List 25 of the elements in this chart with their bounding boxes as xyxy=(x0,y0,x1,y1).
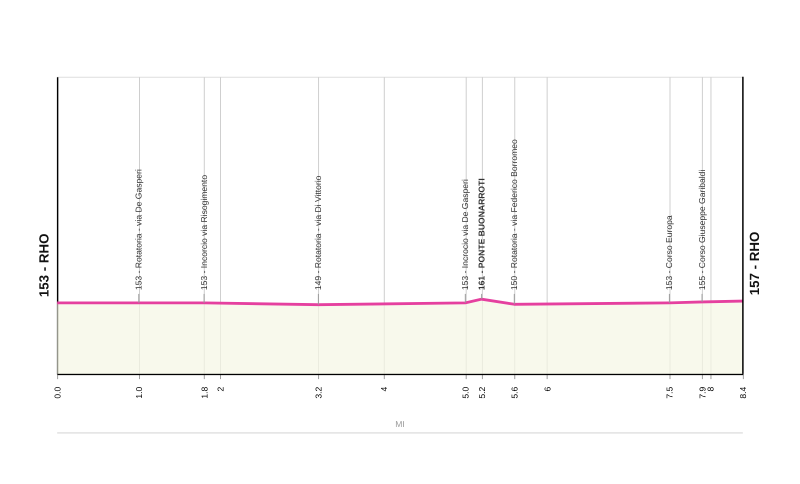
x-tick-label: 8.4 xyxy=(738,386,748,399)
x-tick-label: 1.8 xyxy=(199,386,210,399)
x-tick-label: 7.9 xyxy=(697,386,708,399)
x-tick-label: 4 xyxy=(379,386,390,392)
x-tick-label: 7.5 xyxy=(664,386,675,399)
x-tick-label: 5.6 xyxy=(510,386,520,399)
x-tick-label: 5.0 xyxy=(460,386,471,399)
data-label: 157 - RHO xyxy=(747,232,762,296)
text: MI xyxy=(395,419,405,430)
data-label: 153 - Corso Europa xyxy=(664,215,674,290)
x-tick-label: 2 xyxy=(216,386,226,392)
data-label: 153 - Rotatoria - via De Gasperi xyxy=(134,169,144,290)
x-tick-label: 1.0 xyxy=(134,386,144,399)
data-label: 155 - Corso Giuseppe Garibaldi xyxy=(696,170,707,290)
data-label: 150 - Rotatoria - via Federico Borromeo xyxy=(509,139,520,290)
x-tick-label: 5.2 xyxy=(476,386,487,399)
data-label: 153 - RHO xyxy=(36,233,52,298)
x-tick-label: 0.0 xyxy=(52,386,62,399)
data-label: 153 - Incrocio via De Gasperi xyxy=(460,179,470,290)
data-label: 161 - PONTE BUONARROTI xyxy=(476,178,486,290)
x-tick-label: 8 xyxy=(706,386,716,392)
x-tick-label: 3.2 xyxy=(314,386,324,399)
data-label: 149 - Rotatoria - via Di Vittorio xyxy=(313,175,324,290)
x-tick-label: 6 xyxy=(542,386,552,392)
data-label: 153 - Incorcio via Risogimento xyxy=(198,174,209,290)
